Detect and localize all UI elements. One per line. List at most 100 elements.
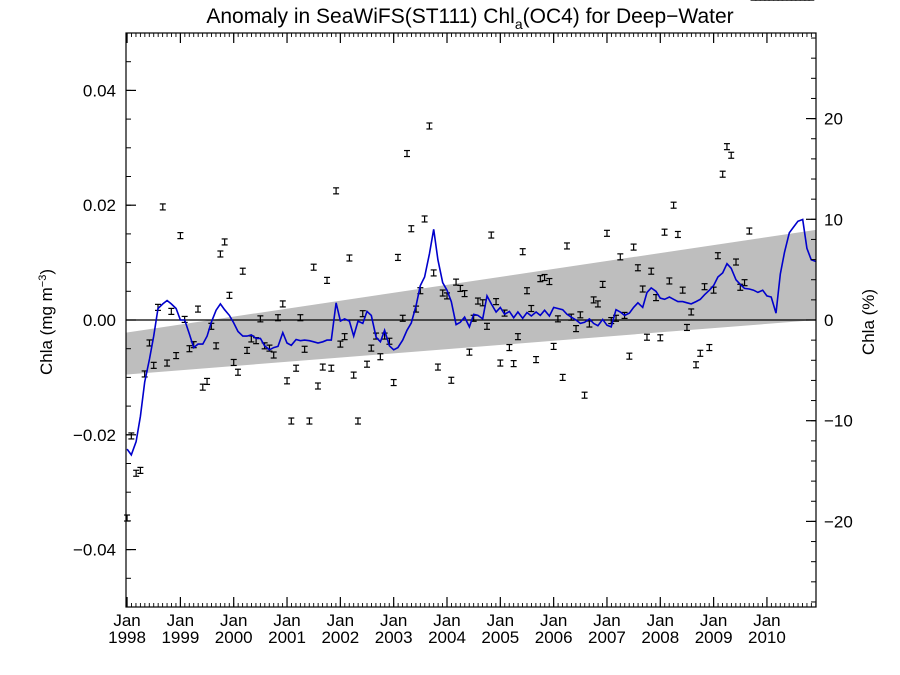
anomaly-point (346, 254, 353, 262)
anomaly-point (688, 308, 695, 316)
anomaly-point (333, 187, 340, 195)
trend-uncertainty-band (126, 229, 816, 375)
chart-title-suffix: (OC4) for Deep−Water (523, 5, 734, 28)
anomaly-point (733, 258, 740, 266)
anomaly-point (213, 342, 220, 350)
anomaly-point (546, 277, 553, 286)
x-tick-month-label: Jan (273, 611, 300, 630)
anomaly-point (186, 345, 193, 353)
anomaly-point (270, 351, 277, 359)
anomaly-point (514, 333, 521, 341)
anomaly-point (537, 275, 544, 283)
anomaly-point (523, 287, 530, 295)
anomaly-point (239, 267, 246, 275)
anomaly-point (217, 250, 224, 258)
y-right-tick-label: 0 (824, 311, 833, 330)
running-mean-line (126, 218, 817, 457)
anomaly-point (284, 377, 291, 385)
anomaly-point (563, 242, 570, 250)
y-right-tick-label: −10 (824, 412, 853, 431)
anomaly-point (404, 149, 411, 158)
anomaly-point (723, 143, 730, 151)
anomaly-point (377, 353, 384, 361)
anomaly-point (528, 304, 535, 313)
anomaly-point (541, 273, 548, 282)
anomaly-point (474, 297, 481, 305)
anomaly-point (341, 333, 348, 341)
anomaly-point (279, 300, 286, 308)
anomaly-point (337, 340, 344, 348)
anomaly-point (746, 227, 753, 235)
anomaly-point (199, 383, 206, 391)
chart-title-subscript: a (515, 16, 523, 32)
y-axis-label-left-close: ) (37, 269, 56, 275)
anomaly-point (244, 346, 251, 355)
x-tick-month-label: Jan (433, 611, 460, 630)
anomaly-point (324, 276, 331, 284)
anomaly-point (573, 325, 580, 333)
anomaly-point (226, 291, 233, 299)
anomaly-point (319, 363, 326, 371)
y-left-tick-label: 0.02 (83, 196, 116, 215)
anomaly-point (461, 289, 468, 298)
x-tick-month-label: Jan (380, 611, 407, 630)
anomaly-point (626, 352, 633, 360)
anomaly-point (137, 466, 144, 474)
anomaly-point (697, 349, 704, 357)
anomaly-point (221, 238, 228, 246)
y-left-tick-label: 0.04 (83, 81, 116, 100)
anomaly-point (519, 248, 526, 256)
anomaly-point (634, 264, 641, 272)
anomaly-point (173, 351, 180, 360)
anomaly-point (444, 292, 451, 300)
anomaly-point (293, 364, 300, 372)
anomaly-point (510, 360, 517, 368)
anomaly-point (399, 314, 406, 322)
monthly-anomalies (124, 0, 815, 522)
anomaly-point (533, 356, 540, 364)
anomaly-point (124, 514, 131, 522)
anomaly-point (683, 323, 690, 332)
x-tick-month-label: Jan (593, 611, 620, 630)
anomaly-point (274, 314, 281, 322)
anomaly-point (301, 345, 308, 353)
x-tick-year-label: 2006 (535, 628, 573, 647)
anomaly-point (714, 252, 721, 260)
x-tick-month-label: Jan (753, 611, 780, 630)
anomaly-point (310, 263, 317, 271)
y-left-tick-label: −0.04 (73, 541, 116, 560)
anomaly-point (488, 231, 495, 239)
y-axis-label-left: Chla (mg m−3) (37, 269, 56, 375)
anomaly-point (657, 334, 664, 342)
anomaly-point (670, 201, 677, 209)
anomaly-point (554, 315, 561, 323)
anomaly-point (719, 170, 726, 178)
anomaly-point (577, 311, 584, 319)
anomaly-point (164, 359, 171, 367)
anomaly-point (666, 277, 673, 285)
anomaly-point (257, 315, 264, 323)
anomaly-point (679, 286, 686, 294)
anomaly-point (728, 151, 735, 159)
anomaly-point (630, 243, 637, 251)
x-tick-year-label: 2004 (428, 628, 466, 647)
axes: −0.04−0.020.000.020.04−20−1001020Jan1998… (73, 32, 853, 647)
anomaly-point (364, 360, 371, 368)
x-tick-month-label: Jan (487, 611, 514, 630)
anomaly-point (497, 359, 504, 367)
anomaly-point (448, 376, 455, 384)
x-tick-year-label: 2000 (215, 628, 253, 647)
anomaly-point (297, 314, 304, 322)
anomaly-point (648, 267, 655, 275)
anomaly-point (559, 373, 566, 381)
anomaly-point (466, 348, 473, 356)
x-tick-year-label: 2007 (588, 628, 626, 647)
anomaly-point (439, 289, 446, 297)
x-tick-month-label: Jan (167, 611, 194, 630)
anomaly-point (314, 382, 321, 390)
anomaly-point (693, 361, 700, 369)
anomaly-point (408, 225, 415, 233)
anomaly-point (483, 322, 490, 330)
anomaly-point (421, 215, 428, 223)
anomaly-point (177, 232, 184, 240)
